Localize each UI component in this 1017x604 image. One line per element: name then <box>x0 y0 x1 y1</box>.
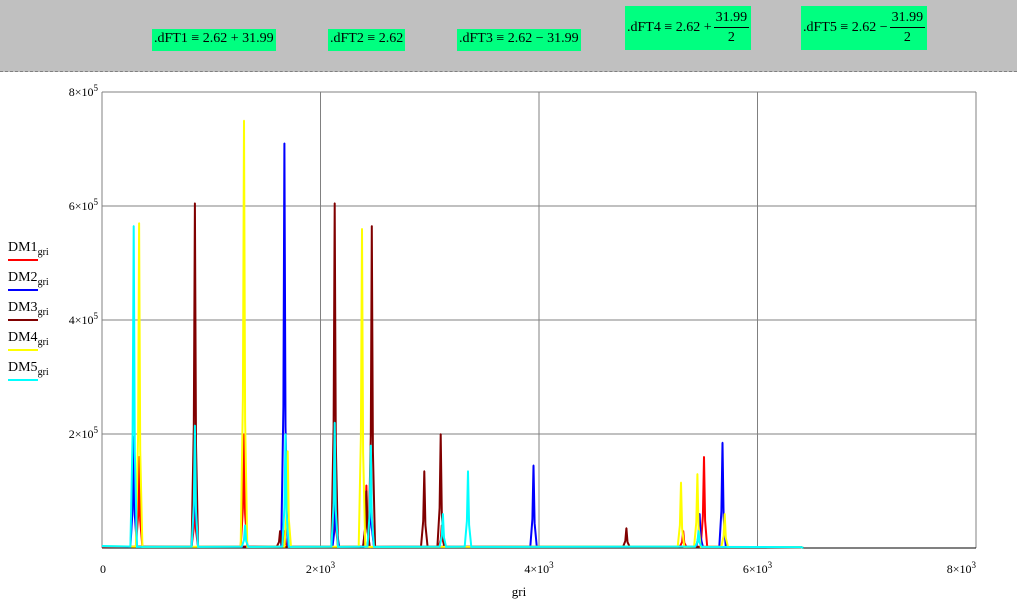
legend-label-subscript: gri <box>37 366 49 378</box>
series-peak-dm5 <box>284 433 287 435</box>
series-peak-dm2 <box>283 142 286 145</box>
legend-item-dm1: DM1gri <box>8 240 49 261</box>
series-peak-dm3 <box>333 202 336 204</box>
formula-dft5-lhs: .dFT5 ≡ 2.62 − <box>803 20 888 35</box>
legend-swatch <box>8 378 38 381</box>
series-peak-dm3 <box>279 530 281 532</box>
formula-dft4-denominator: 2 <box>727 29 735 45</box>
formula-toolbar: .dFT1 ≡ 2.62 + 31.99 .dFT2 ≡ 2.62 .dFT3 … <box>0 0 1017 72</box>
legend-item-dm4: DM4gri <box>8 330 49 351</box>
series-peak-dm5 <box>467 470 469 472</box>
formula-dft4[interactable]: .dFT4 ≡ 2.62 + 31.99 2 <box>625 6 752 50</box>
series-peak-dm3 <box>371 225 373 227</box>
x-tick-label: 0 <box>100 562 106 576</box>
formula-dft4-numerator: 31.99 <box>713 9 750 28</box>
series-peak-dm5 <box>333 421 336 424</box>
legend-label-subscript: gri <box>37 246 49 258</box>
legend-label: DM3gri <box>8 300 49 318</box>
formula-dft1[interactable]: .dFT1 ≡ 2.62 + 31.99 <box>152 29 276 51</box>
y-tick-label: 2×105 <box>69 425 99 441</box>
series-peak-dm4 <box>696 473 699 475</box>
series-peak-dm4 <box>680 481 682 484</box>
y-tick-label: 4×105 <box>69 311 99 327</box>
legend-label: DM5gri <box>8 360 49 378</box>
series-peak-dm5 <box>442 513 444 515</box>
x-tick-label: 2×103 <box>306 560 336 576</box>
legend-swatch <box>8 258 38 261</box>
series-peak-dm2 <box>721 441 724 444</box>
legend-label-subscript: gri <box>37 276 49 288</box>
series-peak-dm5 <box>244 524 246 526</box>
chart-panel[interactable]: 0 2×103 4×103 6×103 8×103 2×105 4×105 6×105 8×10… <box>0 72 1017 604</box>
legend-item-dm5: DM5gri <box>8 360 49 381</box>
x-tick-label: 8×103 <box>947 560 977 576</box>
series-peak-dm5 <box>697 530 700 532</box>
formula-dft5-denominator: 2 <box>903 29 911 45</box>
legend-label: DM1gri <box>8 240 49 258</box>
legend-item-dm2: DM2gri <box>8 270 49 291</box>
x-tick-label: 6×103 <box>743 560 773 576</box>
series-peak-dm3 <box>365 490 368 492</box>
chart-svg[interactable]: 0 2×103 4×103 6×103 8×103 2×105 4×105 6×105 8×10… <box>0 72 1017 604</box>
series-peak-dm3 <box>423 470 426 472</box>
series-line-dm5 <box>101 225 804 549</box>
series-peak-dm4 <box>286 450 289 452</box>
series-peak-dm5 <box>132 225 135 227</box>
series-peak-dm3 <box>194 202 196 204</box>
x-axis-label: gri <box>512 584 527 599</box>
legend-swatch <box>8 318 38 321</box>
formula-dft5[interactable]: .dFT5 ≡ 2.62 − 31.99 2 <box>801 6 928 50</box>
legend-swatch <box>8 288 38 291</box>
formula-dft4-lhs: .dFT4 ≡ 2.62 + <box>627 20 712 35</box>
series-peak-dm2 <box>532 464 535 467</box>
series-peak-dm4 <box>361 228 363 230</box>
legend-swatch <box>8 348 38 351</box>
series-peak-dm5 <box>194 424 196 427</box>
formula-dft5-numerator: 31.99 <box>889 9 926 28</box>
formula-dft5-fraction: 31.99 2 <box>889 9 926 48</box>
formula-dft4-fraction: 31.99 2 <box>713 9 750 48</box>
legend-label-subscript: gri <box>37 336 49 348</box>
formula-dft3[interactable]: .dFT3 ≡ 2.62 − 31.99 <box>457 29 581 51</box>
legend-label-subscript: gri <box>37 306 49 318</box>
y-tick-label: 8×105 <box>69 83 99 99</box>
series-peak-dm5 <box>369 444 372 447</box>
series-peak-dm3 <box>439 433 442 435</box>
series-peak-dm4 <box>243 119 245 122</box>
legend-label: DM2gri <box>8 270 49 288</box>
series-peak-dm1 <box>365 484 368 487</box>
legend-item-dm3: DM3gri <box>8 300 49 321</box>
x-tick-label: 4×103 <box>524 560 554 576</box>
series-peak-dm3 <box>625 527 628 529</box>
series-peak-dm4 <box>723 513 726 515</box>
series-peak-dm1 <box>703 456 705 458</box>
legend-label: DM4gri <box>8 330 49 348</box>
series-peak-dm4 <box>138 222 140 224</box>
series-line-dm4 <box>101 120 804 549</box>
formula-dft2[interactable]: .dFT2 ≡ 2.62 <box>328 29 406 51</box>
y-tick-label: 6×105 <box>69 197 99 213</box>
